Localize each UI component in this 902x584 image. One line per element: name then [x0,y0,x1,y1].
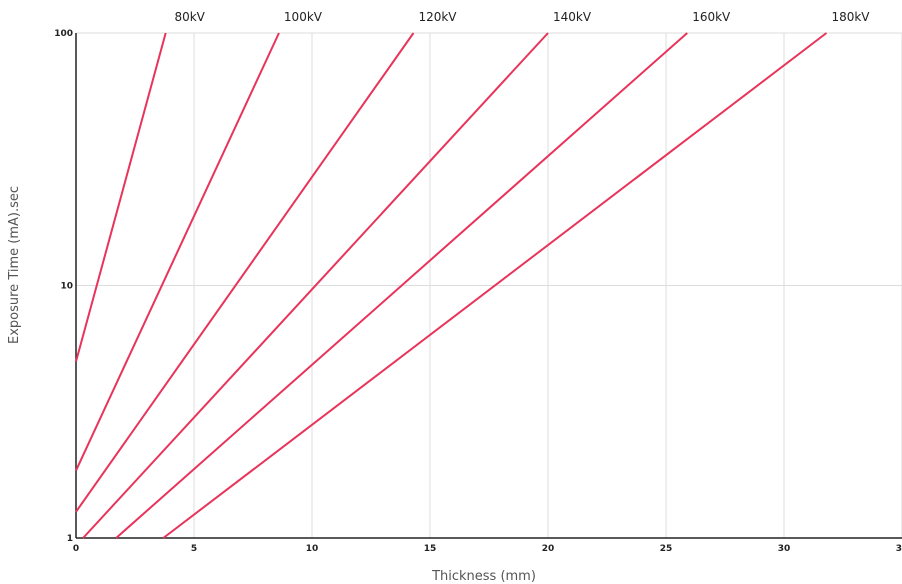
series-label: 100kV [284,10,323,24]
x-tick-label: 5 [191,544,197,554]
y-tick-label: 10 [60,282,73,292]
y-axis-title: Exposure Time (mA).sec [7,186,22,344]
series-line-160kV [115,32,688,539]
series-line-80kV [75,32,167,362]
x-tick-label: 0 [73,544,79,554]
y-tick-label: 1 [67,534,73,544]
series-lines [75,32,828,539]
series-line-120kV [75,32,415,513]
series-label: 160kV [692,10,731,24]
x-tick-label: 20 [542,544,555,554]
x-tick-label: 25 [660,544,673,554]
x-tick-label: 30 [778,544,791,554]
series-line-140kV [82,32,549,539]
grid [76,32,902,538]
series-label: 140kV [553,10,592,24]
series-label: 120kV [418,10,457,24]
x-axis-title: Thickness (mm) [431,569,536,584]
y-tick-label: 100 [54,29,73,39]
series-line-180kV [162,32,828,539]
x-tick-label: 10 [306,544,319,554]
series-label: 180kV [831,10,870,24]
x-tick-label: 35 [896,544,902,554]
axes [75,33,902,539]
labels: 0 5 10 15 20 25 30 35 1 10 100 80kV 100kV 120kV 140kV 1… [54,10,902,554]
series-label: 80kV [174,10,205,24]
x-tick-label: 15 [424,544,437,554]
series-line-100kV [75,32,280,471]
